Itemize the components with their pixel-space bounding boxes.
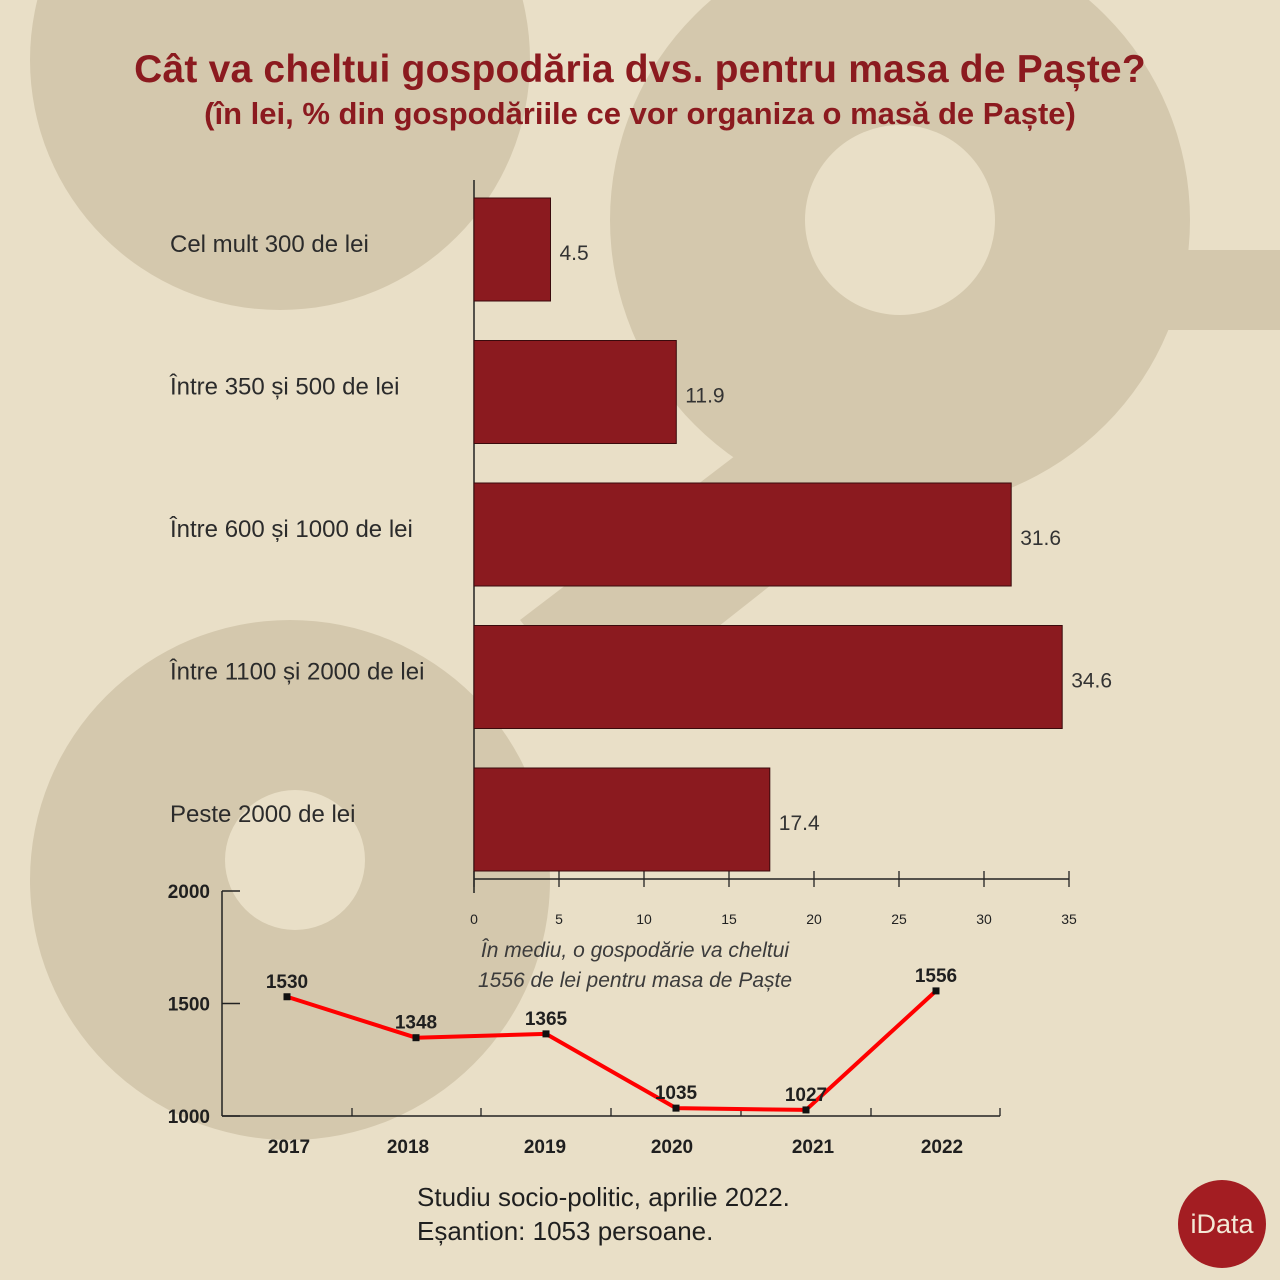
bar-value-label: 17.4: [779, 812, 820, 835]
data-label: 1027: [785, 1085, 827, 1106]
data-label: 1556: [915, 966, 957, 987]
bar-x-tick-label: 35: [1061, 911, 1077, 927]
chart-title: Cât va cheltui gospodăria dvs. pentru ma…: [134, 48, 1146, 91]
line-x-tick-label: 2021: [792, 1137, 835, 1158]
data-point: [672, 1104, 680, 1112]
footer-line1: Studiu socio-politic, aprilie 2022.: [417, 1182, 790, 1212]
bar: [473, 625, 1063, 729]
average-note-line1: În mediu, o gospodărie va cheltui: [480, 939, 790, 962]
series-line: [286, 989, 938, 1112]
bar-x-tick-label: 25: [891, 911, 907, 927]
bar-category-label: Între 350 și 500 de lei: [169, 374, 400, 401]
bar-value-label: 4.5: [560, 242, 589, 265]
average-note-line2: 1556 de lei pentru masa de Paște: [477, 969, 793, 992]
bar: [473, 197, 551, 302]
bar-x-tick-label: 30: [976, 911, 992, 927]
line-y-tick-label: 1000: [168, 1107, 210, 1128]
bar-x-tick-label: 5: [555, 911, 563, 927]
bar-x-tick-label: 20: [806, 911, 822, 927]
line-x-tick-label: 2017: [268, 1137, 310, 1158]
data-label: 1035: [655, 1083, 698, 1104]
bar-x-tick-label: 10: [636, 911, 652, 927]
bar-value-label: 11.9: [685, 385, 724, 408]
source-footer: Studiu socio-politic, aprilie 2022. Eșan…: [417, 1180, 790, 1248]
bar-x-tick-label: 0: [470, 911, 478, 927]
data-point: [283, 993, 291, 1001]
data-label: 1365: [525, 1009, 568, 1030]
bar: [473, 767, 771, 872]
data-point: [412, 1034, 420, 1042]
line-x-tick-label: 2019: [524, 1137, 566, 1158]
bar-category-label: Între 1100 și 2000 de lei: [169, 659, 424, 686]
data-point: [932, 987, 940, 995]
line-x-tick-label: 2022: [921, 1137, 963, 1158]
bar-value-label: 34.6: [1071, 670, 1112, 693]
data-point: [542, 1030, 550, 1038]
line-y-tick-label: 1500: [168, 995, 210, 1016]
footer-line2: Eșantion: 1053 persoane.: [417, 1216, 714, 1246]
bar-category-label: Între 600 și 1000 de lei: [169, 516, 413, 543]
bar-category-label: Peste 2000 de lei: [170, 801, 355, 828]
data-point: [802, 1106, 810, 1114]
line-y-tick-label: 2000: [168, 882, 210, 903]
average-note: În mediu, o gospodărie va cheltui 1556 d…: [420, 936, 850, 996]
line-x-tick-label: 2020: [651, 1137, 693, 1158]
bar: [473, 340, 677, 444]
bar-category-label: Cel mult 300 de lei: [170, 231, 369, 258]
bar: [473, 482, 1012, 587]
chart-subtitle: (în lei, % din gospodăriile ce vor organ…: [204, 96, 1076, 131]
data-label: 1348: [395, 1013, 437, 1034]
data-label: 1530: [266, 972, 308, 993]
bar-value-label: 31.6: [1020, 527, 1061, 550]
idata-logo: iData: [1178, 1180, 1266, 1268]
line-x-tick-label: 2018: [387, 1137, 429, 1158]
bar-x-tick-label: 15: [721, 911, 737, 927]
